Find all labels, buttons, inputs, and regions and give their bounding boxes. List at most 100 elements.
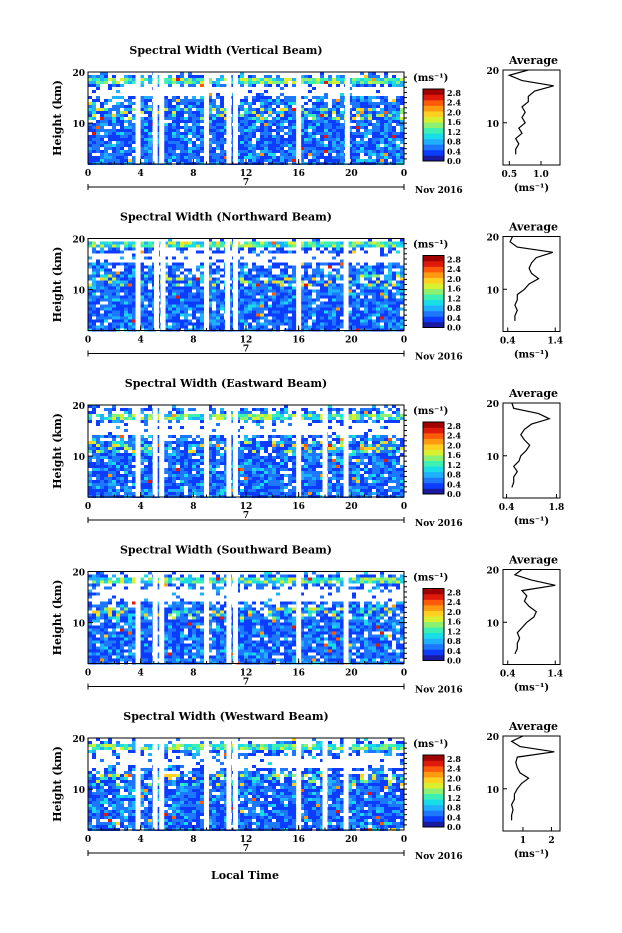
heatmap-cell [364,102,368,105]
heatmap-cell [336,323,340,326]
heatmap-cell [348,453,352,456]
heatmap-cell [112,450,116,453]
heatmap-cell [284,462,288,465]
heatmap-cell [260,105,264,108]
heatmap-cell [248,308,252,311]
heatmap-cell [312,105,316,108]
heatmap-cell [120,257,124,260]
heatmap-cell [124,141,128,144]
heatmap-cell [240,263,244,266]
heatmap-cell [196,459,200,462]
heatmap-cell [356,414,360,417]
heatmap-cell [320,147,324,150]
heatmap-cell [268,269,272,272]
heatmap-cell [308,84,312,87]
heatmap-cell [380,111,384,114]
heatmap-cell [396,450,400,453]
heatmap-cell [96,81,100,84]
heatmap-cell [340,117,344,120]
heatmap-cell [268,287,272,290]
heatmap-cell [212,438,216,441]
heatmap-cell [312,81,316,84]
heatmap-cell [304,287,308,290]
heatmap-cell [252,75,256,78]
heatmap-cell [384,281,388,284]
heatmap-cell [360,272,364,275]
heatmap-cell [188,126,192,129]
heatmap-cell [320,132,324,135]
heatmap-cell [168,417,172,420]
heatmap-cell [108,272,112,275]
heatmap-cell [252,278,256,281]
heatmap-cell [352,266,356,269]
heatmap-cell [396,132,400,135]
heatmap-cell [352,453,356,456]
heatmap-cell [176,117,180,120]
heatmap-cell [256,323,260,326]
heatmap-cell [260,144,264,147]
heatmap-cell [276,263,280,266]
heatmap-cell [304,438,308,441]
heatmap-cell [392,144,396,147]
heatmap-cell [304,453,308,456]
heatmap-cell [96,111,100,114]
heatmap-cell [284,138,288,141]
heatmap-cell [380,272,384,275]
heatmap-cell [400,120,404,123]
heatmap-cell [376,272,380,275]
heatmap-cell [244,126,248,129]
heatmap-cell [252,120,256,123]
heatmap-cell [140,117,144,120]
heatmap-cell [216,260,220,263]
heatmap-cell [380,117,384,120]
heatmap-cell [96,141,100,144]
heatmap-cell [368,272,372,275]
heatmap-cell [248,242,252,245]
heatmap-cell [304,153,308,156]
heatmap-cell [308,456,312,459]
heatmap-cell [256,147,260,150]
heatmap-cell [308,308,312,311]
heatmap-cell [196,123,200,126]
heatmap-cell [248,290,252,293]
heatmap-cell [216,299,220,302]
heatmap-cell [308,75,312,78]
heatmap-cell [284,323,288,326]
heatmap-cell [200,81,204,84]
heatmap-cell [340,135,344,138]
heatmap-cell [172,441,176,444]
heatmap-cell [316,147,320,150]
heatmap-cell [380,251,384,254]
heatmap-cell [104,150,108,153]
heatmap-cell [268,296,272,299]
heatmap-cell [396,317,400,320]
heatmap-cell [372,126,376,129]
heatmap-cell [372,281,376,284]
heatmap-cell [128,447,132,450]
heatmap-cell [256,269,260,272]
heatmap-cell [116,141,120,144]
colorbar-tick-label: 2.8 [447,88,461,98]
heatmap-cell [172,153,176,156]
heatmap-cell [352,84,356,87]
heatmap-cell [140,138,144,141]
heatmap-cell [148,278,152,281]
heatmap-cell [184,290,188,293]
heatmap-cell [328,242,332,245]
heatmap-cell [324,275,328,278]
heatmap-cell [340,105,344,108]
heatmap-cell [312,111,316,114]
heatmap-cell [192,114,196,117]
heatmap-cell [180,266,184,269]
heatmap-cell [240,411,244,414]
heatmap-cell [144,105,148,108]
heatmap-cell [220,414,224,417]
heatmap-cell [184,456,188,459]
colorbar-tick-label: 0.4 [447,146,461,156]
heatmap-cell [396,245,400,248]
heatmap-cell [120,459,124,462]
heatmap-cell [240,147,244,150]
heatmap-cell [96,269,100,272]
heatmap-cell [116,414,120,417]
heatmap-cell [360,459,364,462]
